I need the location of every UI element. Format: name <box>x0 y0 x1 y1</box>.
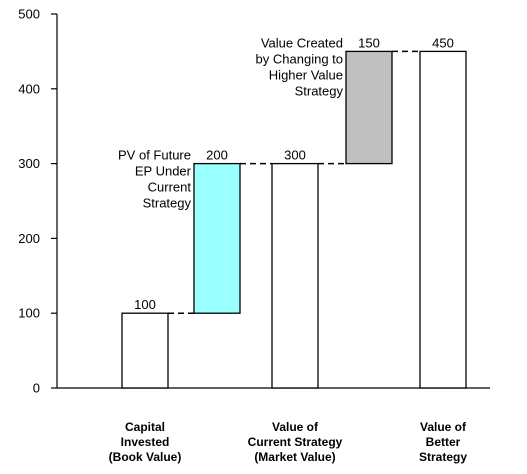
category-label: Value of <box>272 420 319 434</box>
annotation-text: Higher Value <box>269 67 343 82</box>
y-tick-label: 100 <box>18 306 40 321</box>
bar-value-label: 450 <box>432 35 454 50</box>
bar-value-label: 100 <box>134 297 156 312</box>
y-tick-label: 400 <box>18 81 40 96</box>
category-label: (Book Value) <box>109 450 182 464</box>
y-tick-label: 0 <box>33 381 40 396</box>
category-label: Better <box>426 435 461 449</box>
y-tick-label: 500 <box>18 7 40 22</box>
annotation-text: Strategy <box>143 196 192 211</box>
annotation-text: PV of Future <box>118 148 191 163</box>
bar-value-label: 150 <box>358 35 380 50</box>
category-label: Current Strategy <box>248 435 343 449</box>
category-label: Strategy <box>419 450 467 464</box>
annotation-text: Current <box>148 180 192 195</box>
y-tick-label: 300 <box>18 156 40 171</box>
category-label: (Market Value) <box>254 450 335 464</box>
annotation-text: EP Under <box>135 164 192 179</box>
bar <box>345 50 393 165</box>
bar <box>121 312 169 389</box>
bar <box>419 50 467 389</box>
category-label: Invested <box>121 435 170 449</box>
annotation-text: by Changing to <box>256 51 343 66</box>
bar-value-label: 200 <box>206 148 228 163</box>
bar-value-label: 300 <box>284 148 306 163</box>
bar <box>193 162 241 314</box>
annotation-text: Strategy <box>295 83 344 98</box>
category-label: Value of <box>420 420 467 434</box>
annotation-text: Value Created <box>261 35 343 50</box>
y-tick-label: 200 <box>18 231 40 246</box>
category-label: Capital <box>125 420 165 434</box>
bar <box>271 162 319 389</box>
